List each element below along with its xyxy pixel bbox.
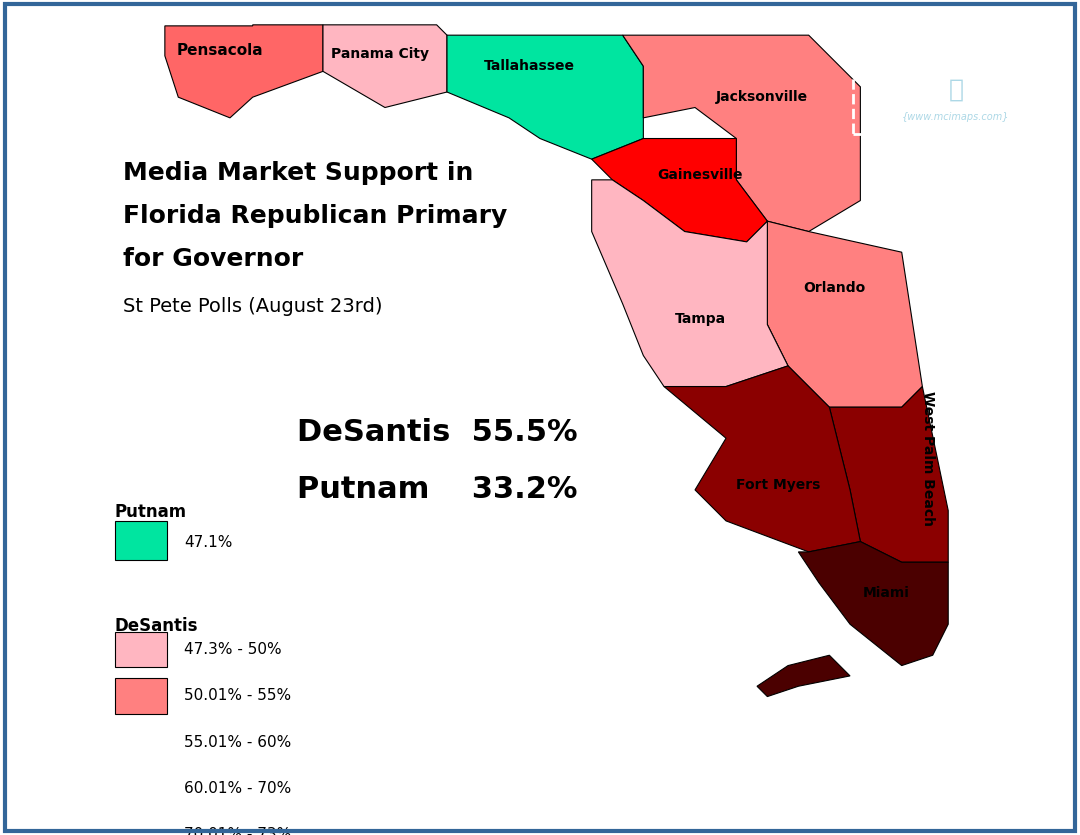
Polygon shape <box>768 221 922 407</box>
Text: Gainesville: Gainesville <box>658 168 743 182</box>
Text: Fort Myers: Fort Myers <box>735 478 820 492</box>
Text: 🗺: 🗺 <box>948 77 963 101</box>
FancyBboxPatch shape <box>114 725 166 760</box>
Text: 47.3% - 50%: 47.3% - 50% <box>184 642 282 657</box>
FancyBboxPatch shape <box>114 521 166 560</box>
FancyBboxPatch shape <box>114 771 166 807</box>
Text: Jacksonville: Jacksonville <box>716 90 808 104</box>
Polygon shape <box>664 366 861 552</box>
Polygon shape <box>623 35 861 231</box>
FancyBboxPatch shape <box>114 678 166 714</box>
Polygon shape <box>323 25 447 108</box>
Text: {www.mcimaps.com}: {www.mcimaps.com} <box>902 112 1010 122</box>
FancyBboxPatch shape <box>114 817 166 835</box>
Text: MCI MAPS: MCI MAPS <box>901 43 1011 62</box>
Text: Panama City: Panama City <box>330 47 429 61</box>
Text: 70.01% - 73%: 70.01% - 73% <box>184 827 292 835</box>
Text: Media Market Support in: Media Market Support in <box>123 161 474 185</box>
Text: 60.01% - 70%: 60.01% - 70% <box>184 781 292 796</box>
Text: Miami: Miami <box>863 586 909 600</box>
Text: West Palm Beach: West Palm Beach <box>920 392 934 526</box>
Text: Putnam: Putnam <box>114 504 187 521</box>
Text: 55.01% - 60%: 55.01% - 60% <box>184 735 292 750</box>
Text: Florida Republican Primary: Florida Republican Primary <box>123 204 508 228</box>
Text: 50.01% - 55%: 50.01% - 55% <box>184 688 292 703</box>
Text: St Pete Polls (August 23rd): St Pete Polls (August 23rd) <box>123 296 382 316</box>
Text: 47.1%: 47.1% <box>184 535 232 550</box>
Text: for Governor: for Governor <box>123 246 303 271</box>
Polygon shape <box>592 180 788 387</box>
Text: Tampa: Tampa <box>675 312 726 326</box>
Text: Pensacola: Pensacola <box>176 43 262 58</box>
Polygon shape <box>829 387 948 562</box>
Polygon shape <box>447 35 644 159</box>
Text: Tallahassee: Tallahassee <box>484 59 576 73</box>
Text: Orlando: Orlando <box>804 281 866 296</box>
Text: DeSantis  55.5%: DeSantis 55.5% <box>297 418 578 447</box>
Text: DeSantis: DeSantis <box>114 617 198 635</box>
Polygon shape <box>757 655 850 696</box>
Polygon shape <box>798 542 948 665</box>
Polygon shape <box>592 139 768 242</box>
Polygon shape <box>165 25 323 118</box>
FancyBboxPatch shape <box>114 631 166 667</box>
Text: Putnam    33.2%: Putnam 33.2% <box>297 475 578 504</box>
